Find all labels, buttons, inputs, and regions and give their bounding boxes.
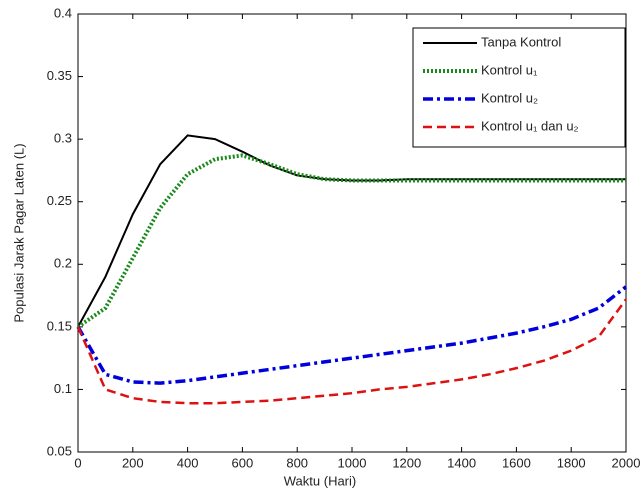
x-tick-label: 200 <box>122 455 144 470</box>
x-tick-label: 400 <box>177 455 199 470</box>
legend-label: Kontrol u₂ <box>481 90 538 105</box>
x-tick-label: 1800 <box>557 455 586 470</box>
y-tick-label: 0.15 <box>47 318 72 333</box>
legend-label: Kontrol u₁ dan u₂ <box>481 118 579 133</box>
x-tick-label: 0 <box>74 455 81 470</box>
series-line <box>76 298 628 405</box>
y-tick-label: 0.25 <box>47 193 72 208</box>
legend-label: Kontrol u₁ <box>481 62 538 77</box>
y-axis-label: Populasi Jarak Pagar Laten (L) <box>11 143 26 322</box>
series-line <box>76 285 628 385</box>
x-tick-label: 600 <box>232 455 254 470</box>
x-axis-label: Waktu (Hari) <box>284 473 356 488</box>
y-tick-label: 0.1 <box>54 381 72 396</box>
y-tick-label: 0.2 <box>54 256 72 271</box>
y-tick-label: 0.05 <box>47 443 72 458</box>
y-tick-label: 0.4 <box>54 5 72 20</box>
y-tick-label: 0.35 <box>47 68 72 83</box>
x-tick-label: 1400 <box>447 455 476 470</box>
legend-box <box>412 27 626 148</box>
x-tick-label: 1000 <box>338 455 367 470</box>
legend-label: Tanpa Kontrol <box>481 34 561 49</box>
x-tick-label: 1200 <box>392 455 421 470</box>
series-line <box>76 153 626 329</box>
x-tick-label: 1600 <box>502 455 531 470</box>
x-tick-label: 800 <box>286 455 308 470</box>
y-tick-label: 0.3 <box>54 131 72 146</box>
x-tick-label: 2000 <box>612 455 641 470</box>
